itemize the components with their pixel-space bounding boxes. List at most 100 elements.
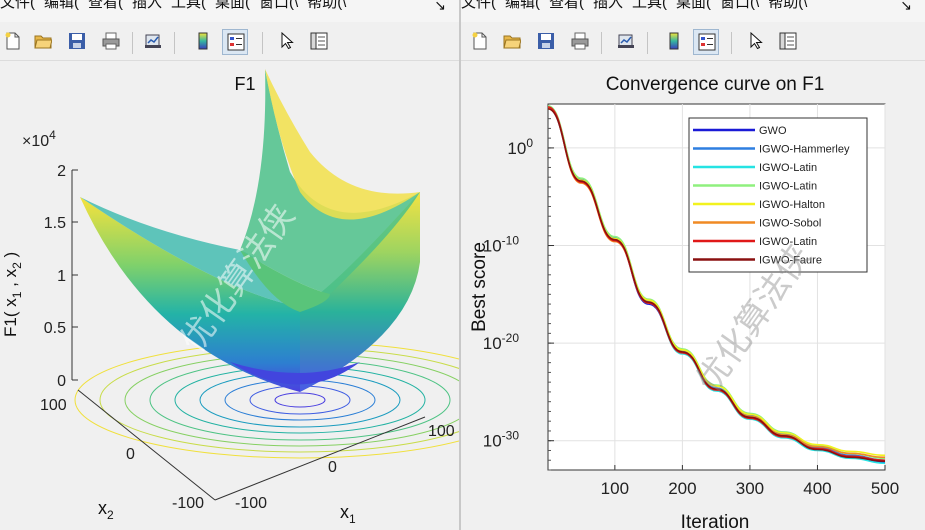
x2-tick-label: 0 [126, 446, 135, 463]
new-file-button[interactable] [467, 29, 493, 55]
z-exponent-label: ×104 [22, 128, 56, 150]
legend-entry: IGWO-Latin [759, 181, 817, 193]
x2-axis-label: x2 [98, 498, 114, 522]
menu-window[interactable]: 窗口(\ [720, 0, 760, 11]
y-tick-label: 10-30 [483, 429, 520, 451]
new-file-icon [472, 32, 487, 50]
x-tick-label: 300 [736, 479, 764, 498]
link-plot-button[interactable] [140, 29, 166, 55]
surface-plot[interactable]: F1 ×104 2 1.5 1 0.5 0 F1( x1 , x2 ) [0, 62, 459, 530]
menu-desktop[interactable]: 桌面( [215, 0, 251, 11]
dock-arrow-icon[interactable]: ↘ [434, 0, 446, 13]
save-button[interactable] [64, 29, 90, 55]
y-tick-label: 100 [507, 136, 533, 158]
legend-box [688, 117, 868, 273]
menu-file[interactable]: 文件( [0, 0, 35, 11]
legend-entry: IGWO-Sobol [759, 218, 821, 230]
legend-entry: GWO [759, 125, 787, 137]
save-button[interactable] [533, 29, 559, 55]
pointer-icon [750, 32, 763, 50]
legend[interactable]: GWO IGWO-Hammerley IGWO-Latin IGWO-Latin IGW… [688, 117, 868, 273]
menu-help[interactable]: 帮助(\ [768, 0, 808, 11]
property-editor-button[interactable] [306, 29, 332, 55]
pointer-button[interactable] [274, 29, 300, 55]
legend-button[interactable] [222, 29, 248, 55]
link-plot-icon [145, 34, 161, 48]
chart-title: Convergence curve on F1 [606, 74, 825, 95]
surface-mesh [80, 69, 420, 392]
z-tick-label: 2 [57, 163, 66, 180]
menu-tools[interactable]: 工具( [171, 0, 207, 11]
figure-toolbar [461, 26, 925, 61]
new-file-icon [5, 32, 20, 50]
pointer-icon [281, 32, 294, 50]
print-icon [571, 32, 589, 50]
x1-tick-label: 100 [428, 423, 455, 440]
figure-window-convergence: 文件( 编辑( 查看( 插入 工具( 桌面( 窗口(\ 帮助(\ ↘ Convergence … [461, 0, 925, 530]
figure-toolbar [0, 26, 459, 61]
save-icon [69, 33, 85, 49]
floor-axes [77, 389, 426, 501]
save-icon [538, 33, 554, 49]
colorbar-button[interactable] [190, 29, 216, 55]
link-plot-button[interactable] [613, 29, 639, 55]
open-button[interactable] [499, 29, 525, 55]
convergence-chart[interactable]: Convergence curve on F1 10010-1010-2010-… [461, 62, 925, 530]
open-folder-icon [34, 35, 52, 49]
x2-tick-label: -100 [172, 495, 204, 512]
print-button[interactable] [98, 29, 124, 55]
print-button[interactable] [567, 29, 593, 55]
left-plot-title: F1 [234, 74, 255, 94]
link-plot-icon [618, 34, 634, 48]
z-tick-label: 1.5 [44, 215, 66, 232]
y-tick-label: 10-20 [483, 331, 520, 353]
z-axis-label: F1( x1 , x2 ) [1, 252, 24, 337]
menu-tools[interactable]: 工具( [632, 0, 668, 11]
menu-help[interactable]: 帮助(\ [307, 0, 347, 11]
new-file-button[interactable] [0, 29, 26, 55]
menu-edit[interactable]: 编辑( [505, 0, 540, 11]
legend-entry: IGWO-Halton [759, 199, 825, 211]
x-tick-label: 200 [668, 479, 696, 498]
open-button[interactable] [30, 29, 56, 55]
menu-window[interactable]: 窗口(\ [259, 0, 299, 11]
series-lines [547, 105, 886, 464]
menu-bar: 文件( 编辑( 查看( 插入 工具( 桌面( 窗口(\ 帮助(\ ↘ [0, 0, 459, 22]
property-editor-icon [779, 32, 797, 50]
legend-entry: IGWO-Latin [759, 236, 817, 248]
legend-entry: IGWO-Faure [759, 255, 822, 267]
figure-window-f1: 文件( 编辑( 查看( 插入 工具( 桌面( 窗口(\ 帮助(\ ↘ [0, 0, 459, 530]
x-tick-label: 500 [871, 479, 899, 498]
series-line-7 [547, 108, 886, 463]
colorbar-icon [198, 32, 208, 50]
surface-plot-area[interactable]: F1 ×104 2 1.5 1 0.5 0 F1( x1 , x2 ) [0, 62, 459, 530]
legend-entry: IGWO-Hammerley [759, 144, 850, 156]
legend-entry: IGWO-Latin [759, 162, 817, 174]
x1-tick-label: -100 [235, 495, 267, 512]
window-divider [459, 0, 461, 530]
menu-view[interactable]: 查看( [88, 0, 123, 11]
property-editor-button[interactable] [775, 29, 801, 55]
menu-insert[interactable]: 插入 [593, 0, 624, 11]
x-tick-label: 400 [803, 479, 831, 498]
z-tick-label: 1 [57, 268, 66, 285]
z-tick-label: 0.5 [44, 320, 66, 337]
x1-tick-label: 0 [328, 459, 337, 476]
menu-insert[interactable]: 插入 [132, 0, 163, 11]
x1-axis-label: x1 [340, 502, 356, 526]
y-axis-label: Best score [469, 242, 490, 332]
legend-icon [227, 33, 245, 51]
pointer-button[interactable] [743, 29, 769, 55]
open-folder-icon [503, 35, 521, 49]
z-tick-label: 0 [57, 373, 66, 390]
menu-desktop[interactable]: 桌面( [676, 0, 712, 11]
convergence-plot-area[interactable]: Convergence curve on F1 100 10-10 10-20 10-… [461, 62, 925, 530]
menu-view[interactable]: 查看( [549, 0, 584, 11]
legend-button[interactable] [693, 29, 719, 55]
menu-edit[interactable]: 编辑( [44, 0, 79, 11]
x2-tick-label: 100 [40, 397, 67, 414]
dock-arrow-icon[interactable]: ↘ [900, 0, 912, 13]
colorbar-button[interactable] [661, 29, 687, 55]
menu-file[interactable]: 文件( [461, 0, 496, 11]
